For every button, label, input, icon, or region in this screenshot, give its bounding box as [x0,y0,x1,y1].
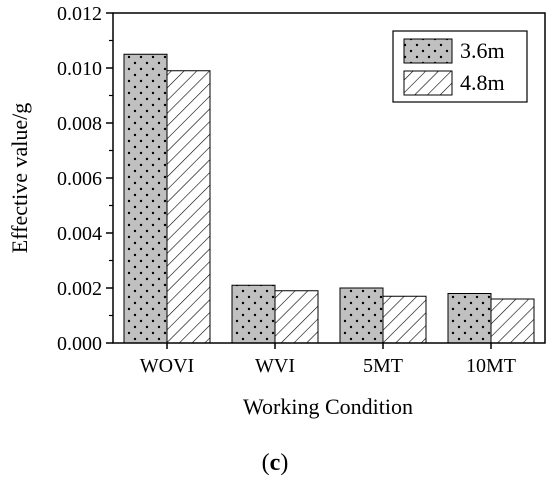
bars-group [123,53,535,344]
panel-label-close: ) [280,450,288,476]
bar-4_8m-wvi [274,290,319,344]
x-tick-label: WOVI [140,355,194,377]
panel-label: (c) [262,450,289,476]
legend-swatch-3_6m [403,38,453,64]
y-tick-label: 0.012 [57,3,102,25]
bar-3_6m-10mt [447,293,492,344]
bar-4_8m-5mt [382,295,427,344]
y-tick-label: 0.010 [57,58,102,80]
x-tick-label: 10MT [466,355,516,377]
y-tick-label: 0.008 [57,113,102,135]
y-tick-label: 0.006 [57,168,102,190]
x-tick-label: WVI [255,355,295,377]
legend-label-4_8m: 4.8m [460,70,505,95]
axes-group: WOVI WVI 5MT 10MT 0.000 0.002 0.004 0.006 0.008 0… [57,3,546,377]
bar-4_8m-wovi [166,70,211,344]
legend-label-3_6m: 3.6m [460,38,505,63]
bar-3_6m-wvi [231,284,276,344]
panel-label-open: ( [262,450,270,476]
y-tick-label: 0.004 [57,223,102,245]
bar-3_6m-wovi [123,53,168,344]
bar-4_8m-10mt [490,298,535,344]
y-axis-title: Effective value/g [7,103,32,253]
legend-swatch-4_8m [403,70,453,96]
bar-3_6m-5mt [339,287,384,344]
x-axis-title: Working Condition [243,394,413,419]
y-tick-label: 0.000 [57,333,102,355]
x-tick-label: 5MT [363,355,403,377]
y-tick-label: 0.002 [57,278,102,300]
panel-label-letter: c [270,450,281,476]
legend: 3.6m 4.8m [392,30,528,103]
